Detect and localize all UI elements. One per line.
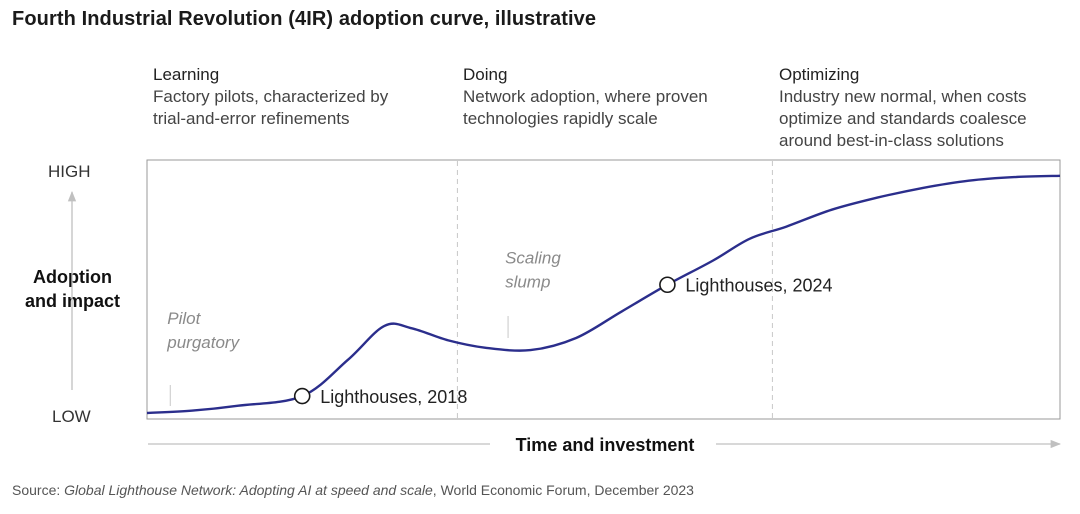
phase-desc-line: around best-in-class solutions [779, 131, 1004, 150]
annotation-text: slump [505, 272, 550, 291]
phase-name: Doing [463, 65, 508, 84]
source-prefix: Source: [12, 482, 65, 498]
adoption-curve [146, 174, 1061, 415]
phase-name: Optimizing [779, 65, 860, 84]
y-high-label: HIGH [48, 162, 91, 181]
phase-desc-line: Factory pilots, characterized by [153, 87, 389, 106]
phase-name: Learning [153, 65, 220, 84]
phase-desc-line: trial-and-error refinements [153, 109, 350, 128]
x-axis-title: Time and investment [516, 435, 695, 455]
phase-desc-line: Industry new normal, when costs [779, 87, 1027, 106]
phase-desc-line: Network adoption, where proven [463, 87, 708, 106]
chart-title: Fourth Industrial Revolution (4IR) adopt… [12, 8, 597, 30]
phase-learning: Learning Factory pilots, characterized b… [153, 64, 388, 130]
annotation-text: Pilot [167, 309, 201, 328]
phase-doing: Doing Network adoption, where proven tec… [463, 64, 708, 130]
plot-frame [146, 159, 1061, 420]
phase-optimizing: Optimizing Industry new normal, when cos… [779, 64, 1027, 152]
phase-desc-line: technologies rapidly scale [463, 109, 658, 128]
y-low-label: LOW [52, 407, 91, 426]
source-suffix: , World Economic Forum, December 2023 [432, 482, 694, 498]
lighthouse-marker-2018 [293, 387, 311, 405]
source-title: Global Lighthouse Network: Adopting AI a… [64, 482, 433, 498]
marker-label: Lighthouses, 2018 [320, 387, 467, 407]
phase-desc-line: optimize and standards coalesce [779, 109, 1027, 128]
annotation-text: purgatory [166, 333, 240, 352]
source-note: Source: Global Lighthouse Network: Adopt… [12, 482, 694, 498]
annotation-text: Scaling [505, 248, 561, 267]
lighthouse-marker-2024 [659, 276, 676, 294]
marker-label: Lighthouses, 2024 [685, 276, 832, 296]
